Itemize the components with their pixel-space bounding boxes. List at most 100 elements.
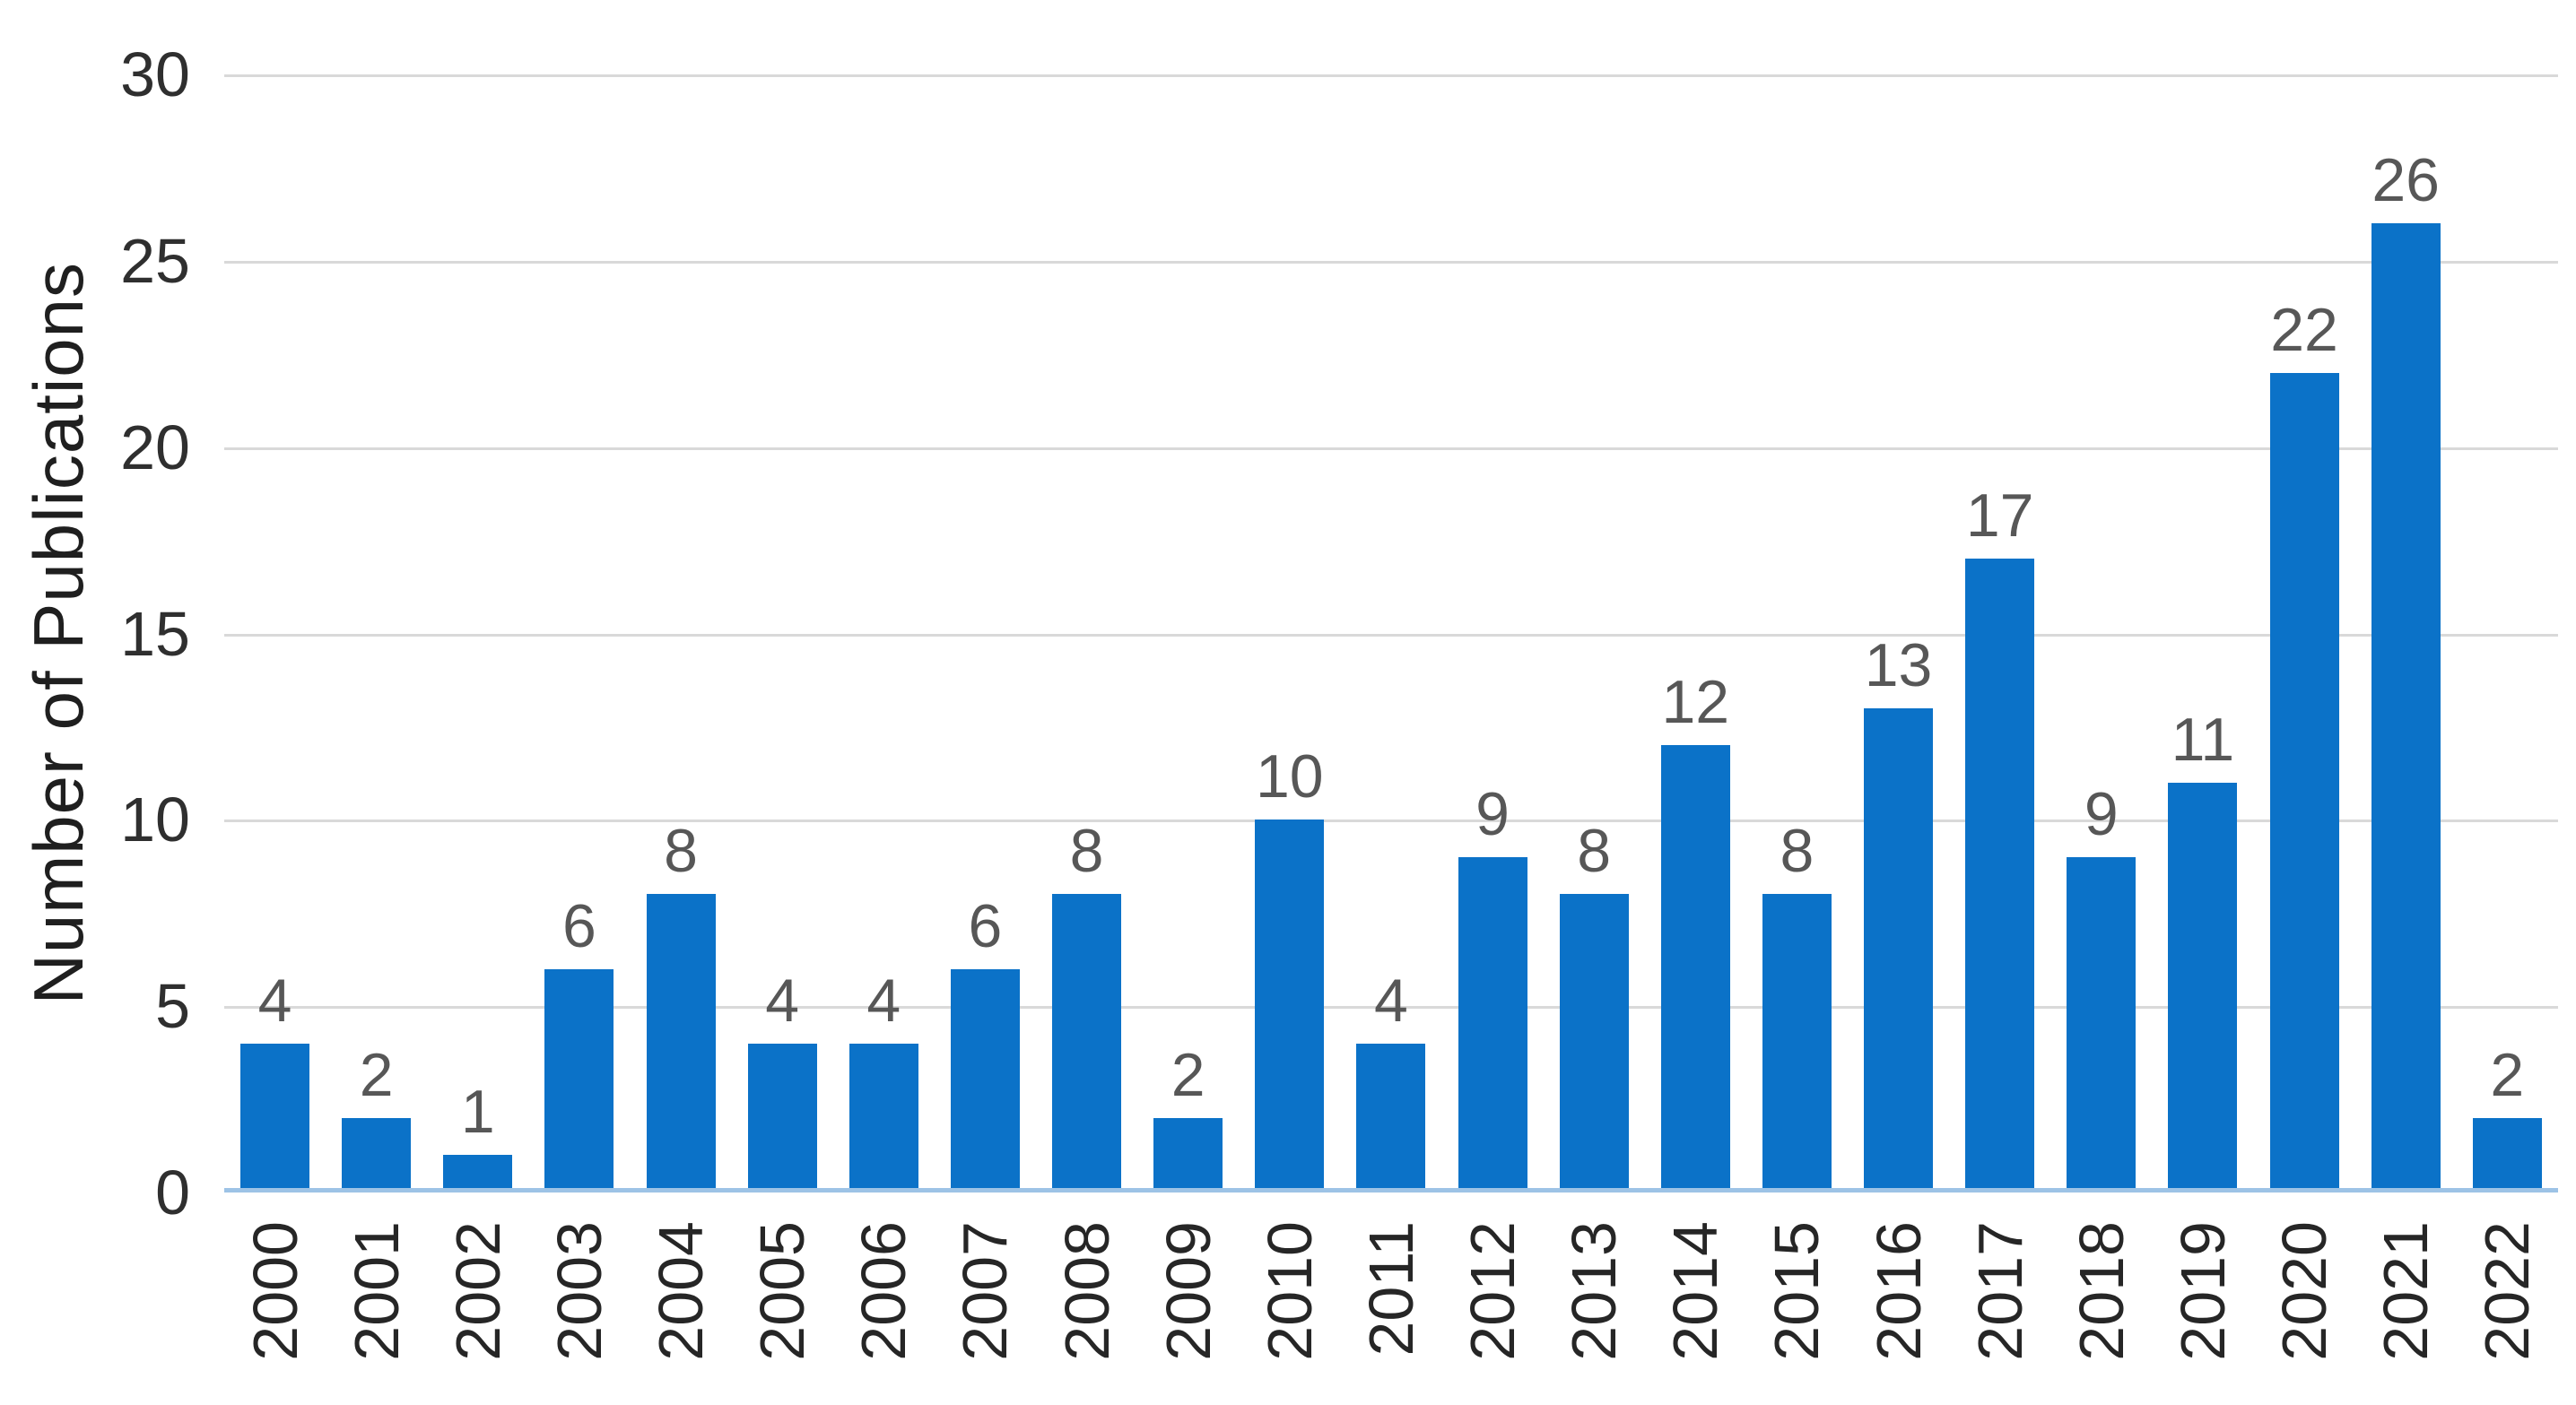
bar-slot-2005: 4 <box>732 74 833 1193</box>
bar-2012 <box>1458 856 1527 1193</box>
x-tick-label-2007: 2007 <box>950 1221 1021 1361</box>
x-tick-slot-2003: 2003 <box>528 1221 630 1405</box>
bar-value-label-2017: 17 <box>1965 481 2034 551</box>
y-tick-label-10: 10 <box>120 785 190 855</box>
gridline-15 <box>224 633 2558 637</box>
bar-slot-2019: 11 <box>2152 74 2253 1193</box>
y-axis-ticks: 0 5 10 15 20 25 30 <box>0 39 190 1227</box>
bar-slot-2016: 13 <box>1848 74 1949 1193</box>
bar-2021 <box>2371 223 2441 1193</box>
bar-2014 <box>1660 745 1730 1193</box>
bar-slot-2000: 4 <box>224 74 326 1193</box>
x-axis-labels: 2000 2001 2002 2003 2004 2005 2006 2007 2008 2009… <box>224 1221 2558 1405</box>
x-tick-label-2020: 2020 <box>2269 1221 2340 1361</box>
bar-slot-2018: 9 <box>2050 74 2152 1193</box>
y-tick-label-15: 15 <box>120 598 190 669</box>
bar-2003 <box>544 968 614 1193</box>
x-tick-slot-2010: 2010 <box>1239 1221 1340 1405</box>
x-tick-label-2011: 2011 <box>1355 1221 1426 1357</box>
x-tick-label-2004: 2004 <box>646 1221 717 1361</box>
x-tick-label-2002: 2002 <box>442 1221 513 1361</box>
y-tick-label-25: 25 <box>120 225 190 296</box>
bar-slot-2013: 8 <box>1544 74 1645 1193</box>
x-tick-slot-2019: 2019 <box>2152 1221 2253 1405</box>
bar-2013 <box>1559 894 1629 1193</box>
x-tick-slot-2012: 2012 <box>1442 1221 1544 1405</box>
gridline-30 <box>224 74 2558 77</box>
x-tick-slot-2006: 2006 <box>833 1221 935 1405</box>
bar-value-label-2011: 4 <box>1374 966 1408 1035</box>
bar-value-label-2005: 4 <box>765 966 800 1035</box>
bar-2011 <box>1356 1043 1426 1193</box>
gridline-20 <box>224 447 2558 450</box>
x-tick-slot-2002: 2002 <box>427 1221 528 1405</box>
x-tick-slot-2005: 2005 <box>732 1221 833 1405</box>
x-tick-label-2021: 2021 <box>2371 1221 2441 1361</box>
x-tick-slot-2018: 2018 <box>2050 1221 2152 1405</box>
x-tick-label-2005: 2005 <box>747 1221 818 1361</box>
x-axis-line <box>224 1188 2558 1193</box>
x-tick-label-2003: 2003 <box>544 1221 614 1361</box>
x-tick-label-2022: 2022 <box>2472 1221 2543 1361</box>
bar-2005 <box>747 1043 817 1193</box>
bar-value-label-2013: 8 <box>1577 817 1612 886</box>
x-tick-slot-2017: 2017 <box>1949 1221 2050 1405</box>
bar-slot-2007: 6 <box>935 74 1036 1193</box>
x-tick-slot-2000: 2000 <box>224 1221 326 1405</box>
bar-value-label-2015: 8 <box>1780 817 1815 886</box>
x-tick-slot-2013: 2013 <box>1544 1221 1645 1405</box>
x-tick-slot-2001: 2001 <box>326 1221 427 1405</box>
x-tick-slot-2016: 2016 <box>1848 1221 1949 1405</box>
bar-value-label-2020: 22 <box>2270 295 2338 364</box>
bar-slot-2014: 12 <box>1645 74 1746 1193</box>
x-tick-slot-2022: 2022 <box>2457 1221 2558 1405</box>
bar-value-label-2014: 12 <box>1661 668 1730 737</box>
bar-2018 <box>2067 856 2137 1193</box>
bar-2019 <box>2168 782 2238 1193</box>
x-tick-label-2015: 2015 <box>1762 1221 1832 1361</box>
y-tick-label-0: 0 <box>155 1158 190 1227</box>
bar-2002 <box>443 1155 513 1193</box>
x-tick-label-2000: 2000 <box>239 1221 310 1361</box>
bar-value-label-2016: 13 <box>1864 630 1933 699</box>
x-tick-label-2009: 2009 <box>1153 1221 1223 1361</box>
y-tick-label-30: 30 <box>120 39 190 109</box>
bar-slot-2011: 4 <box>1340 74 1441 1193</box>
bar-slot-2015: 8 <box>1746 74 1848 1193</box>
y-tick-label-5: 5 <box>155 971 190 1042</box>
x-tick-label-2012: 2012 <box>1458 1221 1528 1361</box>
bar-slot-2001: 2 <box>326 74 427 1193</box>
x-tick-label-2013: 2013 <box>1559 1221 1630 1361</box>
x-tick-label-2019: 2019 <box>2167 1221 2238 1361</box>
bar-slot-2003: 6 <box>528 74 630 1193</box>
bar-value-label-2000: 4 <box>257 966 292 1035</box>
bar-2022 <box>2472 1117 2542 1193</box>
gridline-10 <box>224 820 2558 823</box>
bar-value-label-2008: 8 <box>1069 817 1104 886</box>
plot-area: 4 2 1 6 8 4 4 6 8 2 10 4 9 8 12 8 13 17 9 11 22 26 2 <box>224 74 2558 1193</box>
y-tick-label-20: 20 <box>120 412 190 482</box>
bar-slot-2006: 4 <box>833 74 935 1193</box>
x-tick-slot-2009: 2009 <box>1137 1221 1239 1405</box>
bar-2007 <box>950 968 1020 1193</box>
x-tick-label-2010: 2010 <box>1254 1221 1325 1361</box>
bar-slot-2002: 1 <box>427 74 528 1193</box>
bar-value-label-2019: 11 <box>2171 705 2235 774</box>
x-tick-label-2016: 2016 <box>1863 1221 1934 1361</box>
x-tick-label-2014: 2014 <box>1660 1221 1731 1361</box>
gridline-5 <box>224 1006 2558 1010</box>
bar-value-label-2022: 2 <box>2490 1040 2525 1109</box>
bar-2010 <box>1255 820 1325 1193</box>
bar-slot-2020: 22 <box>2254 74 2355 1193</box>
bar-value-label-2012: 9 <box>1475 779 1510 848</box>
bar-slot-2021: 26 <box>2355 74 2457 1193</box>
bar-slot-2017: 17 <box>1949 74 2050 1193</box>
x-tick-slot-2014: 2014 <box>1645 1221 1746 1405</box>
x-tick-label-2006: 2006 <box>849 1221 919 1361</box>
x-tick-label-2018: 2018 <box>2066 1221 2137 1361</box>
bar-2009 <box>1153 1117 1223 1193</box>
bar-value-label-2003: 6 <box>562 891 596 960</box>
bar-slot-2008: 8 <box>1036 74 1137 1193</box>
bar-value-label-2021: 26 <box>2371 146 2440 215</box>
